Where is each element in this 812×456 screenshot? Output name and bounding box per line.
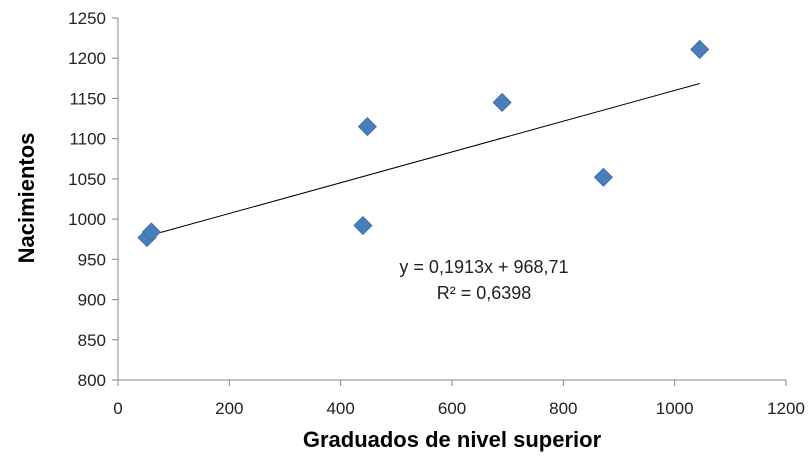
y-tick-label: 1000 (68, 210, 106, 229)
y-tick-label: 1200 (68, 49, 106, 68)
x-axis-ticks: 0 200 400 600 800 1000 1200 (113, 380, 805, 418)
y-axis-title: Nacimientos (14, 133, 39, 264)
y-tick-label: 850 (78, 331, 106, 350)
data-points (137, 39, 710, 248)
y-axis-ticks: 800 850 900 950 1000 1050 1100 1150 1200 1250 (68, 9, 118, 390)
x-tick-label: 1000 (656, 399, 694, 418)
data-point (492, 92, 512, 113)
data-point (593, 167, 613, 187)
data-point (353, 215, 373, 236)
y-tick-label: 900 (78, 291, 106, 310)
y-tick-label: 800 (78, 371, 106, 390)
y-tick-label: 1250 (68, 9, 106, 28)
data-point (690, 39, 710, 59)
x-axis-title: Graduados de nivel superior (303, 427, 602, 452)
trendline-equation: y = 0,1913x + 968,71 (399, 257, 568, 277)
x-tick-label: 400 (326, 399, 354, 418)
data-point (141, 222, 161, 242)
y-tick-label: 1100 (69, 130, 106, 149)
x-tick-label: 600 (438, 399, 466, 418)
x-tick-label: 1200 (767, 399, 805, 418)
y-tick-label: 1150 (69, 89, 106, 108)
axes (117, 18, 786, 381)
x-tick-label: 0 (113, 399, 122, 418)
y-tick-label: 950 (78, 250, 106, 269)
r-squared-label: R² = 0,6398 (437, 283, 532, 303)
x-tick-label: 800 (549, 399, 577, 418)
y-tick-label: 1050 (68, 170, 106, 189)
data-point (357, 117, 377, 137)
x-tick-label: 200 (215, 399, 243, 418)
trendline (146, 82, 700, 237)
